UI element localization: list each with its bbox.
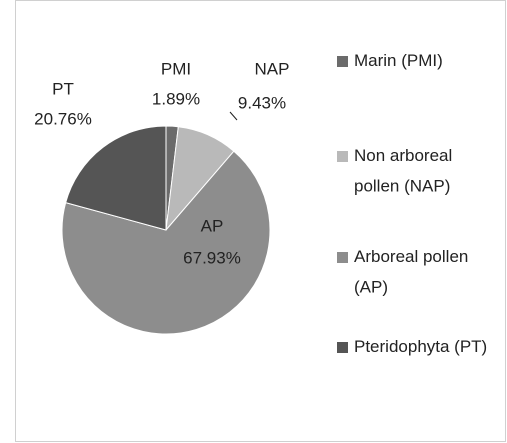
leader-line [229,111,238,121]
legend-label: Arboreal pollen (AP) [354,247,468,297]
legend-swatch [337,151,348,162]
legend-swatch [337,252,348,263]
legend-swatch [337,56,348,67]
legend-swatch [337,342,348,353]
data-label: 67.93% [183,248,241,267]
data-label-name: PMI [161,59,191,78]
data-label-name: NAP [255,59,290,78]
data-label: 1.89% [152,89,200,108]
pie-slice [65,125,167,231]
pie-slice [61,150,271,335]
legend-label: Non arboreal pollen (NAP) [354,146,452,196]
data-label: 9.43% [238,93,286,112]
data-label: 20.76% [34,109,92,128]
data-label-name: PT [52,79,74,98]
data-label-name: AP [201,216,224,235]
legend-label: Marin (PMI) [354,51,443,70]
legend-label: Pteridophyta (PT) [354,337,487,356]
